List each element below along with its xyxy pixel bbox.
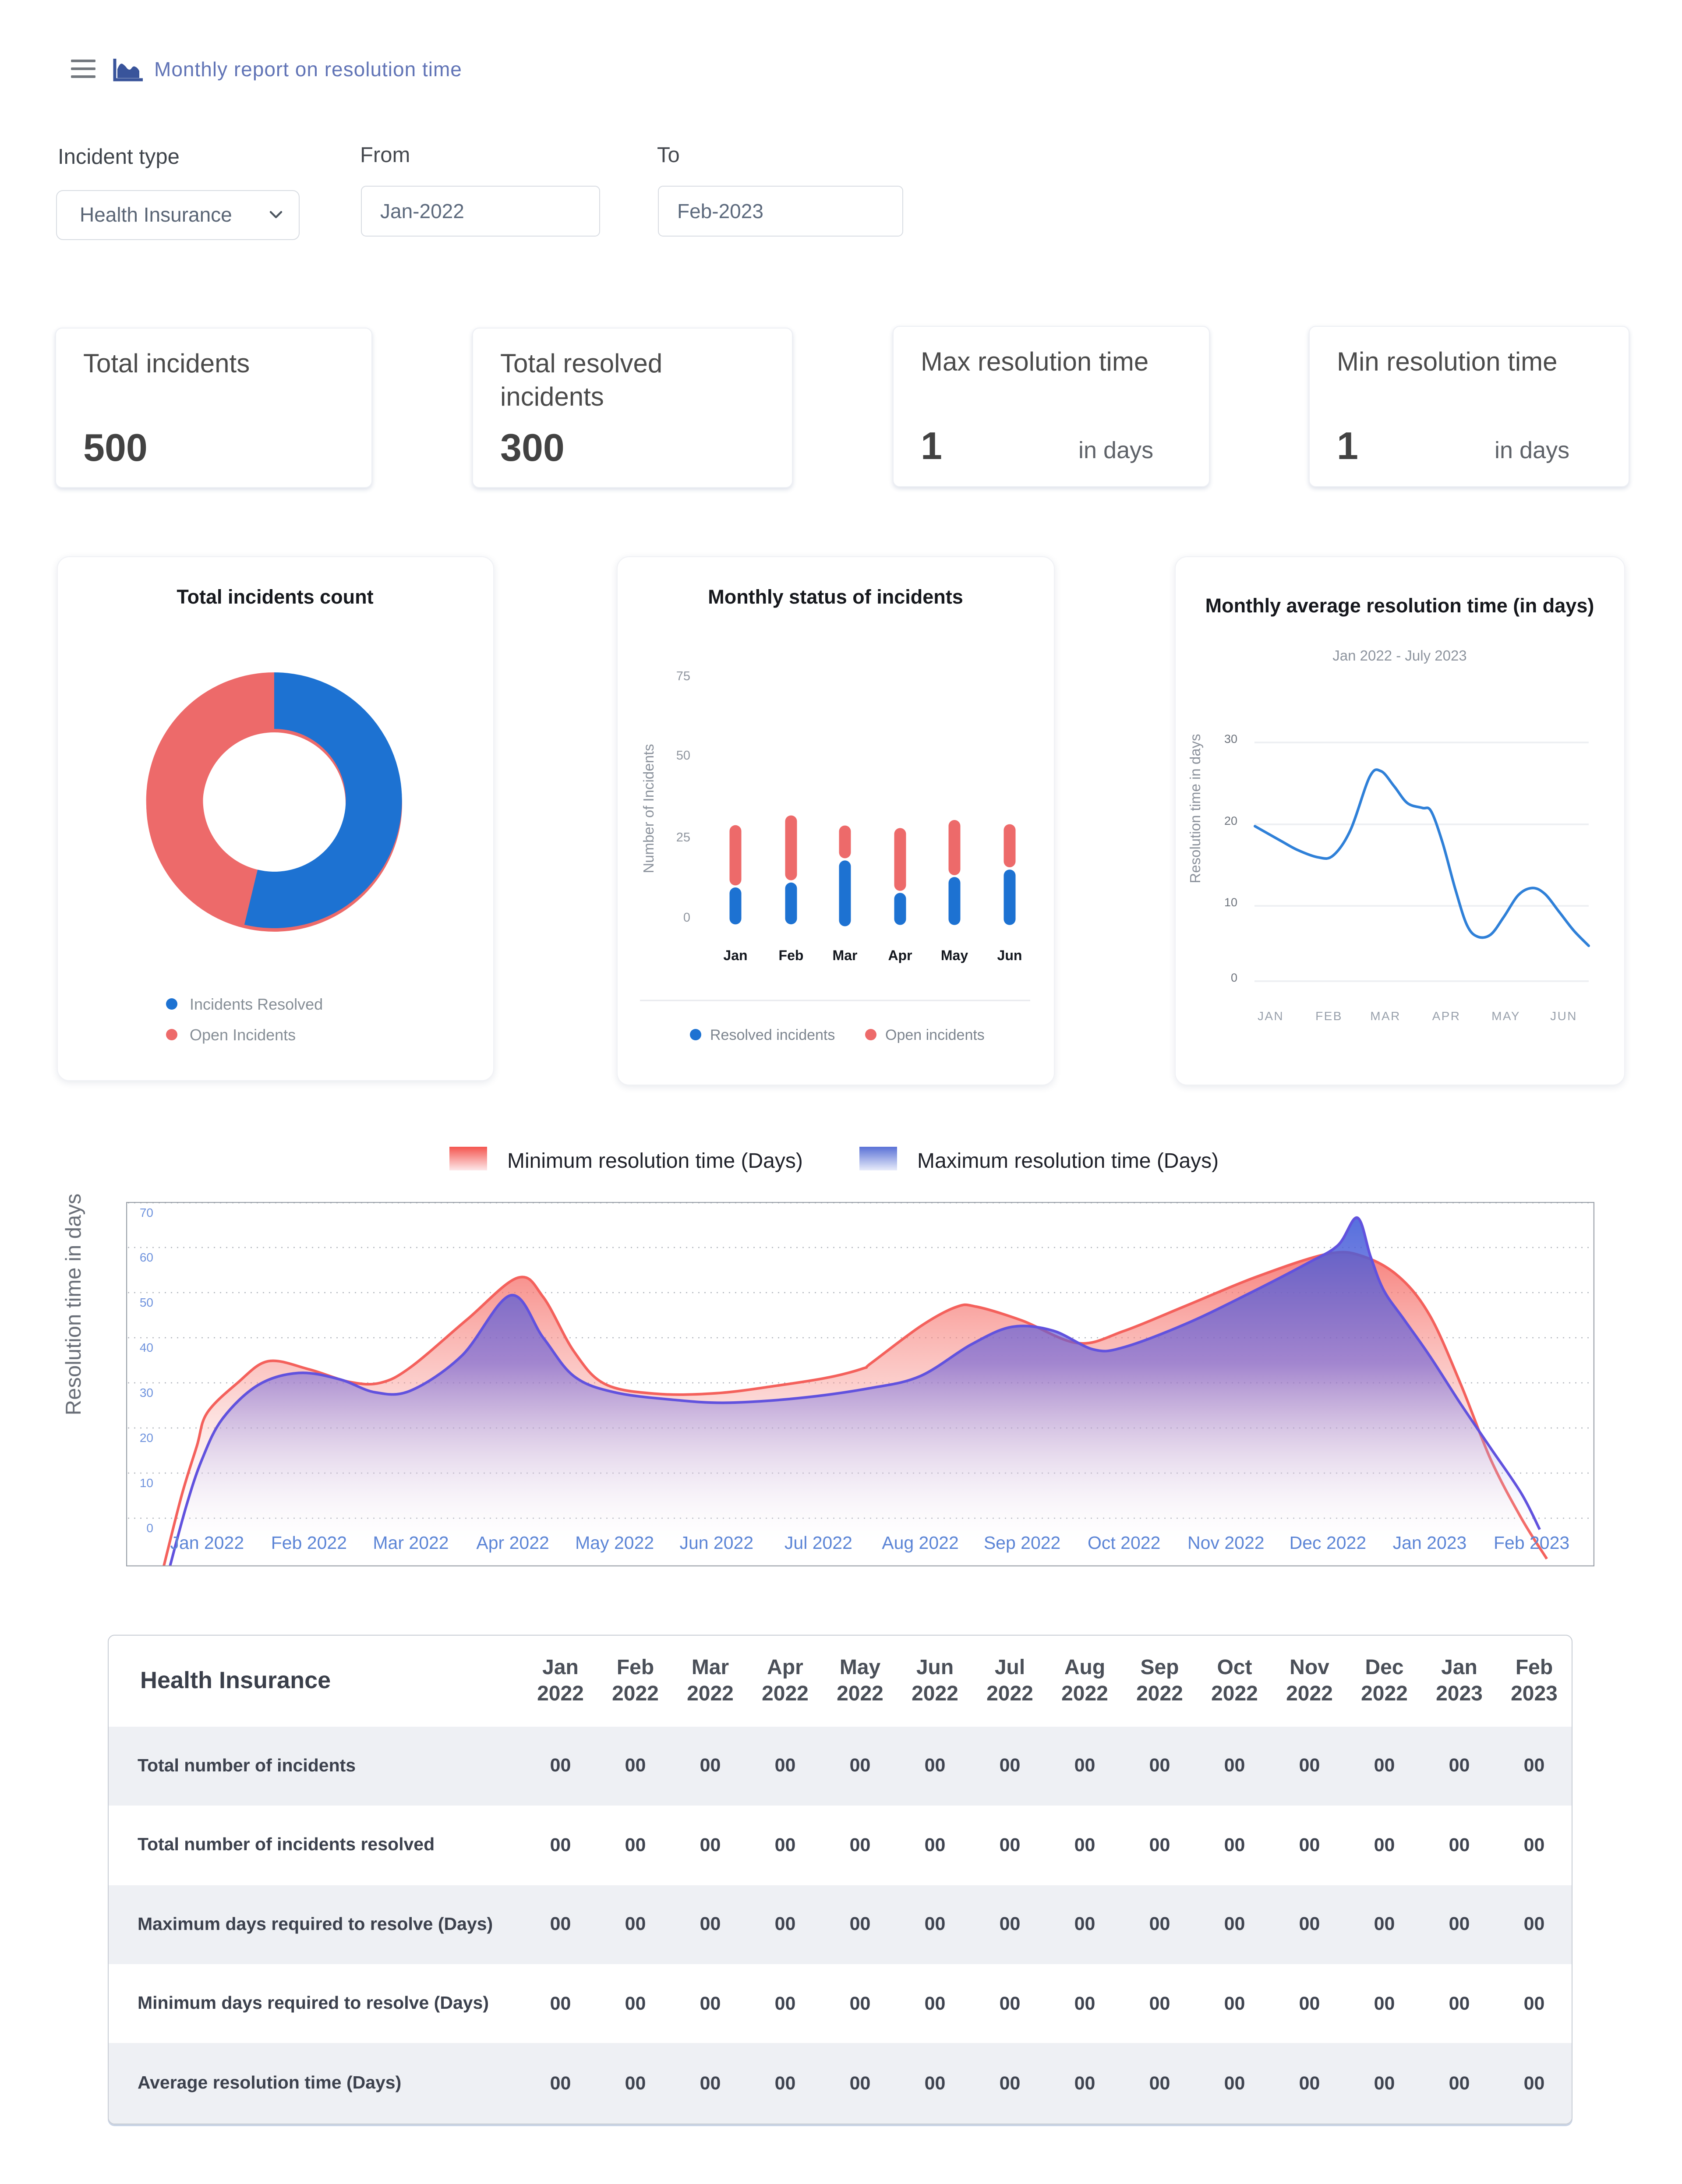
svg-text:Open Incidents: Open Incidents (189, 1026, 295, 1044)
svg-text:75: 75 (676, 669, 690, 683)
svg-text:Nov 2022: Nov 2022 (1187, 1532, 1265, 1552)
svg-text:50: 50 (140, 1295, 153, 1309)
svg-text:Jan: Jan (723, 947, 747, 963)
svg-text:10: 10 (140, 1476, 153, 1489)
svg-text:30: 30 (1224, 732, 1237, 746)
svg-text:Jan 2022: Jan 2022 (170, 1532, 244, 1552)
svg-text:0: 0 (683, 911, 690, 925)
svg-text:Feb 2023: Feb 2023 (1494, 1532, 1569, 1552)
svg-text:60: 60 (140, 1250, 153, 1264)
svg-text:JUN: JUN (1550, 1009, 1577, 1023)
svg-text:Open incidents: Open incidents (885, 1027, 985, 1043)
svg-text:MAR: MAR (1370, 1009, 1400, 1023)
svg-text:Mar 2022: Mar 2022 (373, 1532, 449, 1552)
svg-text:Number of Incidents: Number of Incidents (640, 744, 657, 873)
svg-text:30: 30 (140, 1385, 153, 1399)
svg-text:Resolution time in days: Resolution time in days (1187, 734, 1203, 883)
svg-text:70: 70 (140, 1205, 153, 1219)
svg-text:May: May (941, 947, 968, 963)
svg-text:40: 40 (140, 1340, 153, 1354)
svg-text:Jun 2022: Jun 2022 (679, 1532, 753, 1552)
svg-text:Apr: Apr (888, 947, 912, 963)
svg-text:Feb: Feb (779, 947, 804, 963)
svg-text:Resolved incidents: Resolved incidents (710, 1027, 835, 1043)
svg-text:Apr 2022: Apr 2022 (476, 1532, 549, 1552)
svg-text:JAN: JAN (1257, 1009, 1283, 1023)
svg-text:Jul 2022: Jul 2022 (784, 1532, 852, 1552)
svg-text:MAY: MAY (1491, 1009, 1520, 1023)
svg-text:Feb 2022: Feb 2022 (271, 1532, 347, 1552)
svg-text:25: 25 (676, 830, 690, 845)
svg-text:FEB: FEB (1315, 1009, 1342, 1023)
svg-text:May 2022: May 2022 (575, 1532, 654, 1552)
svg-text:20: 20 (1224, 814, 1237, 827)
svg-text:APR: APR (1432, 1009, 1460, 1023)
svg-text:10: 10 (1224, 896, 1237, 909)
svg-text:20: 20 (140, 1431, 153, 1444)
svg-text:Dec 2022: Dec 2022 (1290, 1532, 1367, 1552)
svg-text:0: 0 (1230, 971, 1237, 984)
svg-text:Jun: Jun (997, 947, 1022, 963)
svg-text:50: 50 (676, 749, 690, 763)
svg-text:Aug 2022: Aug 2022 (882, 1532, 959, 1552)
svg-text:Oct 2022: Oct 2022 (1088, 1532, 1160, 1552)
svg-text:Incidents Resolved: Incidents Resolved (189, 995, 322, 1013)
svg-text:Sep 2022: Sep 2022 (984, 1532, 1061, 1552)
svg-text:0: 0 (146, 1521, 153, 1534)
svg-text:Mar: Mar (833, 947, 858, 963)
svg-text:Jan 2023: Jan 2023 (1393, 1532, 1467, 1552)
